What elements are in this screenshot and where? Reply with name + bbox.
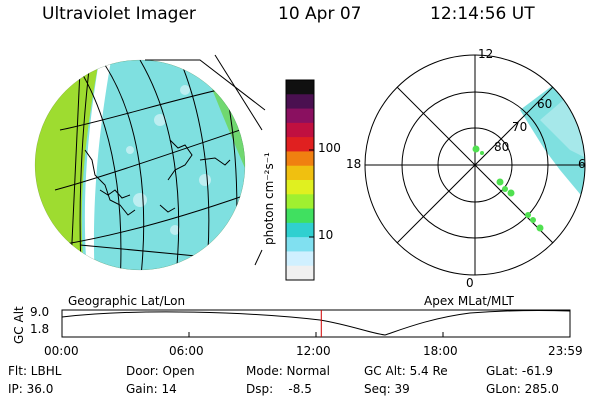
status-dsp: Dsp: -8.5: [246, 382, 312, 396]
status-glon: GLon: 285.0: [486, 382, 559, 396]
mlt-label-6: 6: [578, 157, 586, 171]
time-tick-2359: 23:59: [548, 344, 583, 358]
instrument-title: Ultraviolet Imager: [42, 4, 196, 24]
colorbar-unit-label: photon cm⁻²s⁻¹: [262, 152, 276, 245]
gc-alt-axis-label: GC Alt: [12, 306, 26, 344]
colorbar-tick-100: 100: [318, 141, 341, 155]
mlt-label-12: 12: [478, 47, 494, 61]
status-door: Door: Open: [126, 364, 195, 378]
geographic-image: [34, 54, 266, 271]
time-tick-0000: 00:00: [44, 344, 79, 358]
mlt-label-18: 18: [346, 157, 362, 171]
polar-plot: [364, 54, 586, 276]
colorbar: [285, 79, 315, 281]
colorbar-swatch: [286, 237, 314, 252]
lat-label-70: 70: [512, 120, 528, 134]
colorbar-tick-10: 10: [318, 228, 334, 242]
time-tick-1800: 18:00: [423, 344, 458, 358]
status-mode: Mode: Normal: [246, 364, 330, 378]
colorbar-swatch: [286, 80, 314, 95]
observation-date: 10 Apr 07: [278, 4, 362, 24]
colorbar-swatch: [286, 108, 314, 124]
time-tick-1200: 12:00: [296, 344, 331, 358]
mlt-label-0: 0: [466, 276, 474, 290]
auroral-points: [472, 145, 544, 232]
status-seq: Seq: 39: [364, 382, 410, 396]
colorbar-swatch: [286, 208, 314, 224]
lat-label-80: 80: [494, 140, 510, 154]
time-tick-0600: 06:00: [169, 344, 204, 358]
status-gc-alt: GC Alt: 5.4 Re: [364, 364, 448, 378]
observation-time: 12:14:56 UT: [430, 4, 535, 24]
geographic-caption: Geographic Lat/Lon: [68, 294, 186, 308]
colorbar-swatch: [286, 137, 314, 152]
status-ip: IP: 36.0: [8, 382, 54, 396]
colorbar-swatch: [286, 165, 314, 181]
altitude-plot: [61, 309, 571, 338]
colorbar-swatch: [286, 180, 314, 195]
colorbar-swatch: [286, 222, 314, 238]
status-filter: Flt: LBHL: [8, 364, 62, 378]
lat-label-60: 60: [537, 97, 553, 111]
colorbar-swatch: [286, 151, 314, 167]
colorbar-swatch: [286, 265, 314, 281]
colorbar-swatch: [286, 251, 314, 267]
colorbar-swatch: [286, 94, 314, 110]
status-glat: GLat: -61.9: [486, 364, 553, 378]
alt-tick-9: 9.0: [30, 305, 50, 319]
colorbar-border: [285, 79, 315, 281]
colorbar-swatch: [286, 122, 314, 138]
apex-caption: Apex MLat/MLT: [424, 294, 514, 308]
alt-tick-1-8: 1.8: [30, 322, 50, 336]
status-gain: Gain: 14: [126, 382, 177, 396]
colorbar-swatch: [286, 194, 314, 210]
